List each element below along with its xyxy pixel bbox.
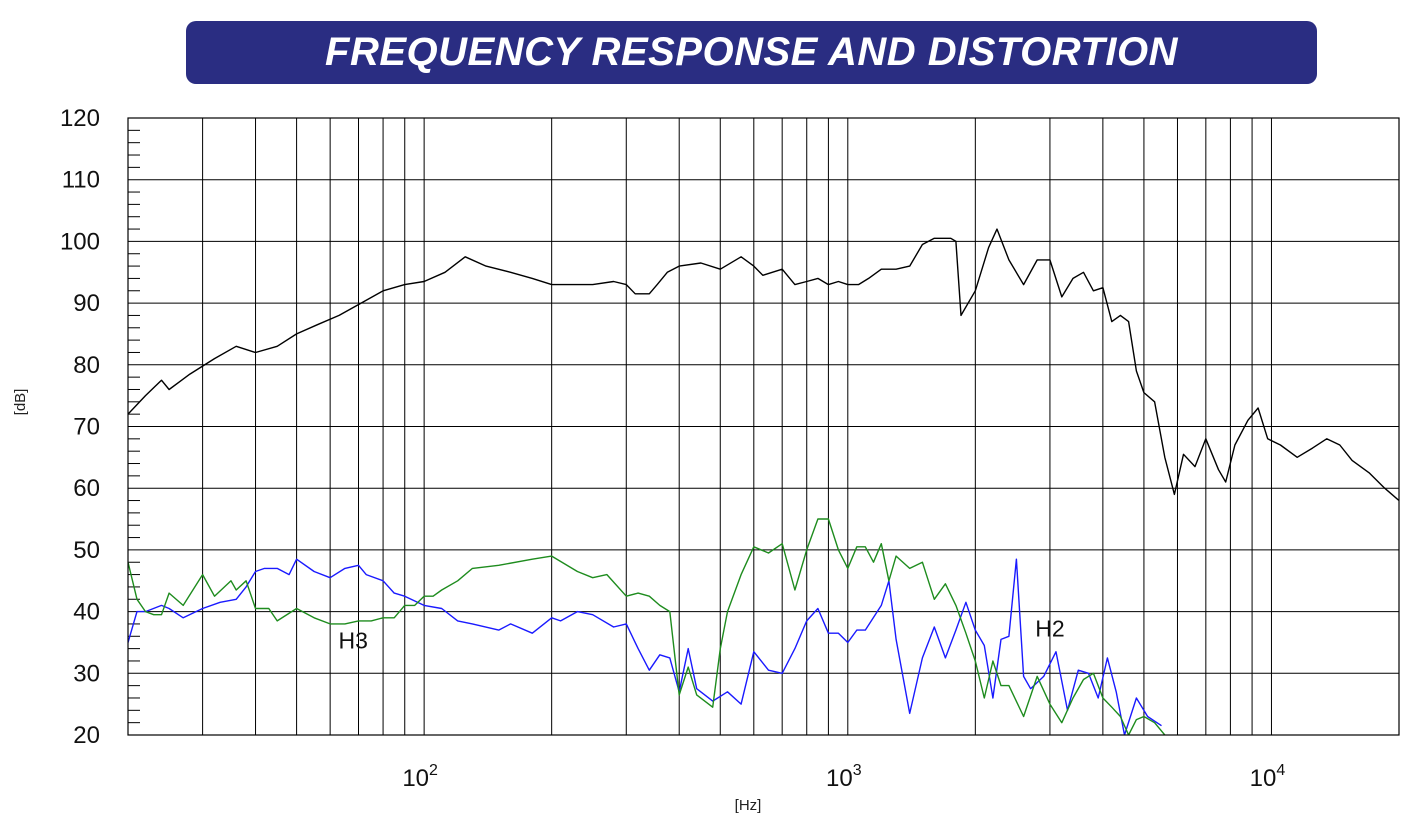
y-tick-label: 50 [73,537,100,564]
x-tick-label: 103 [826,762,862,792]
y-tick-label: 80 [73,352,100,379]
plot-frame [127,117,1400,736]
y-tick-label: 20 [73,722,100,749]
y-tick-label: 70 [73,414,100,441]
y-tick-label: 120 [60,105,100,132]
chart-title: FREQUENCY RESPONSE AND DISTORTION [325,30,1178,74]
y-tick-label: 110 [62,167,100,194]
y-tick-label: 40 [73,599,100,626]
x-tick-labels: 102 103 104 [402,762,1285,792]
y-tick-label: 30 [73,660,100,687]
x-tick-label: 102 [402,762,438,792]
y-tick-label: 90 [73,290,100,317]
y-tick-label: 100 [60,228,100,255]
y-axis-label: [dB] [12,389,29,416]
title-banner: FREQUENCY RESPONSE AND DISTORTION [186,21,1317,84]
series-lines [128,228,1399,735]
annotation-h2: H2 [1035,615,1064,641]
y-tick-label: 60 [73,475,100,502]
series-line-2 [128,558,1162,735]
grid-lines [128,117,1399,736]
x-tick-label: 104 [1250,762,1286,792]
annotations: H3 H2 [338,615,1064,653]
x-axis-label: [Hz] [735,797,762,814]
series-line-3 [128,518,1166,735]
annotation-h3: H3 [338,628,367,654]
series-line-1 [128,228,1399,502]
y-tick-labels: 20 30 40 50 60 70 80 90 100 110 120 [60,105,100,749]
